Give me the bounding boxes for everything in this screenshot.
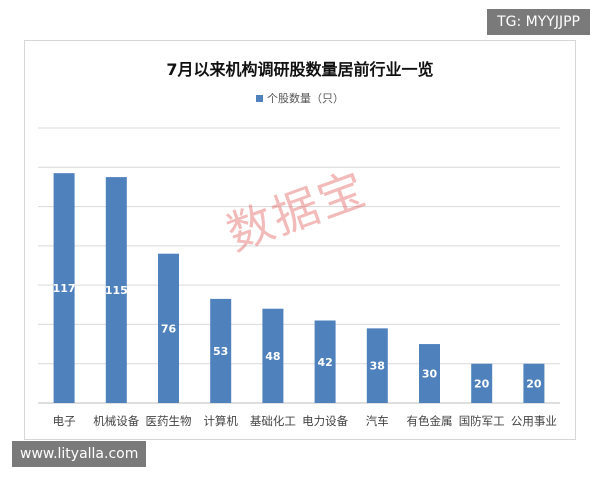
bar-value-label: 115 — [105, 284, 128, 297]
website-tag: www.lityalla.com — [12, 441, 147, 467]
bar — [523, 363, 545, 403]
legend-swatch — [256, 94, 263, 102]
category-tick-label: 国防军工 — [459, 414, 505, 428]
bar-value-label: 20 — [526, 377, 542, 390]
bar-value-label: 48 — [265, 350, 280, 363]
category-tick-label: 电子 — [53, 414, 76, 428]
category-tick-label: 汽车 — [366, 414, 389, 428]
bar — [158, 253, 179, 403]
bar-value-label: 53 — [213, 345, 228, 358]
bar-value-label: 76 — [161, 322, 177, 335]
category-tick-label: 机械设备 — [93, 414, 139, 428]
bar — [53, 173, 75, 403]
bar — [471, 363, 493, 403]
category-tick-label: 公用事业 — [511, 414, 557, 428]
telegram-tag: TG: MYYJJPP — [487, 9, 590, 35]
bar-value-label: 20 — [474, 377, 490, 390]
category-tick-label: 医药生物 — [146, 414, 192, 428]
category-tick-label: 电力设备 — [302, 414, 348, 428]
bar — [314, 320, 336, 403]
bar — [366, 328, 388, 403]
bar-value-label: 117 — [53, 282, 76, 295]
bar — [105, 177, 127, 403]
bar-value-label: 42 — [317, 356, 332, 369]
legend: 个股数量（只） — [24, 90, 576, 106]
bar — [419, 344, 440, 403]
category-tick-label: 计算机 — [203, 414, 238, 428]
category-tick-label: 有色金属 — [407, 414, 453, 428]
bar-value-label: 38 — [370, 360, 385, 373]
legend-label: 个股数量（只） — [267, 92, 344, 105]
bar — [210, 298, 232, 403]
category-tick-label: 基础化工 — [250, 414, 296, 428]
chart-title: 7月以来机构调研股数量居前行业一览 — [166, 60, 434, 79]
bar-value-label: 30 — [422, 368, 438, 381]
bar — [262, 308, 284, 403]
